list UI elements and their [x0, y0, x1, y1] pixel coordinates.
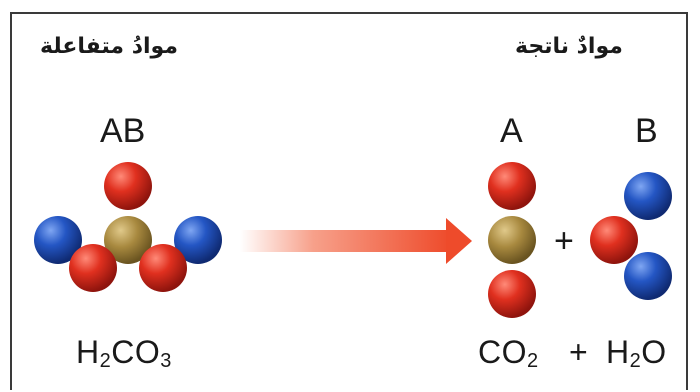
products-header: موادٌ ناتجة — [515, 34, 623, 59]
oxygen-atom-bottom-left — [69, 244, 117, 292]
product-formula-h2o: H2O — [606, 334, 667, 372]
h2o-molecule — [590, 172, 672, 300]
product-label-a: A — [500, 112, 523, 150]
h2o-hydrogen-atom-bottom — [624, 252, 672, 300]
reactants-header: موادُ متفاعلة — [40, 34, 178, 59]
h2o-hydrogen-atom-top — [624, 172, 672, 220]
h2o-oxygen-atom — [590, 216, 638, 264]
product-label-b: B — [635, 112, 658, 150]
h2co3-molecule — [34, 162, 222, 292]
oxygen-atom-top — [104, 162, 152, 210]
co2-oxygen-atom-top — [488, 162, 536, 210]
reaction-arrow — [240, 218, 472, 264]
oxygen-atom-bottom-right — [139, 244, 187, 292]
co2-molecule — [488, 162, 536, 318]
reactant-label-ab: AB — [100, 112, 146, 150]
product-formula-co2: CO2 — [478, 334, 539, 372]
reactant-formula: H2CO3 — [76, 334, 172, 372]
hydrogen-atom-left — [34, 216, 82, 264]
carbon-atom — [104, 216, 152, 264]
formula-plus-sign: + — [569, 334, 589, 370]
molecules-plus-sign: + — [554, 222, 574, 260]
co2-carbon-atom — [488, 216, 536, 264]
hydrogen-atom-right — [174, 216, 222, 264]
co2-oxygen-atom-bottom — [488, 270, 536, 318]
